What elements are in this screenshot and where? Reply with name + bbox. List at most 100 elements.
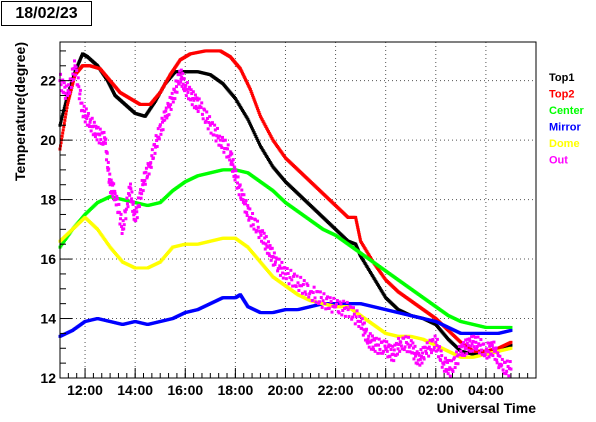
series-fill-point bbox=[255, 105, 259, 109]
series-fill-point bbox=[318, 290, 322, 294]
series-fill-point bbox=[182, 77, 186, 81]
data-point bbox=[509, 340, 513, 344]
series-fill-point bbox=[59, 141, 63, 145]
series-fill-point bbox=[477, 351, 481, 355]
series-fill-point bbox=[266, 128, 270, 132]
series-fill-point bbox=[196, 110, 200, 114]
series-fill-point bbox=[436, 348, 440, 352]
series-fill-point bbox=[271, 263, 275, 267]
series-fill-point bbox=[104, 137, 108, 141]
series-fill-point bbox=[148, 165, 152, 169]
series-fill-point bbox=[497, 366, 501, 370]
series-fill-point bbox=[488, 341, 492, 345]
series-fill-point bbox=[229, 150, 233, 154]
series-fill-point bbox=[129, 182, 133, 186]
series-fill-point bbox=[264, 242, 268, 246]
series-fill-point bbox=[84, 107, 88, 111]
series-fill-point bbox=[502, 371, 506, 375]
data-point bbox=[399, 340, 403, 344]
series-fill-point bbox=[249, 123, 253, 127]
series-fill-point bbox=[83, 109, 87, 113]
series-fill-point bbox=[114, 198, 118, 202]
series-fill-point bbox=[320, 305, 324, 309]
series-fill-point bbox=[61, 128, 65, 132]
series-fill-point bbox=[157, 137, 161, 141]
series-fill-point bbox=[63, 102, 67, 106]
series-fill-point bbox=[362, 321, 366, 325]
series-fill-point bbox=[443, 360, 447, 364]
series-fill-point bbox=[381, 351, 385, 355]
series-fill-point bbox=[472, 345, 476, 349]
data-point bbox=[434, 340, 438, 344]
series-fill-point bbox=[85, 116, 89, 120]
series-fill-point bbox=[387, 343, 391, 347]
series-fill-point bbox=[351, 306, 355, 310]
series-fill-point bbox=[250, 216, 254, 220]
series-fill-point bbox=[476, 335, 480, 339]
data-point bbox=[346, 308, 350, 312]
series-fill-point bbox=[307, 295, 311, 299]
series-fill-point bbox=[134, 219, 138, 223]
series-fill-point bbox=[176, 79, 180, 83]
series-fill-point bbox=[260, 118, 264, 122]
series-fill-point bbox=[363, 338, 367, 342]
series-fill-point bbox=[105, 158, 109, 162]
data-point bbox=[359, 320, 363, 324]
series-fill-point bbox=[261, 229, 265, 233]
series-fill-point bbox=[154, 134, 158, 138]
series-fill-point bbox=[127, 192, 131, 196]
data-point bbox=[509, 328, 513, 332]
series-fill-point bbox=[232, 169, 236, 173]
series-fill-point bbox=[414, 361, 418, 365]
data-point bbox=[283, 272, 287, 276]
series-fill-point bbox=[390, 358, 394, 362]
series-fill-point bbox=[435, 343, 439, 347]
series-fill-point bbox=[438, 345, 442, 349]
series-fill-point bbox=[460, 343, 464, 347]
series-fill-point bbox=[427, 354, 431, 358]
series-fill-point bbox=[471, 339, 475, 343]
series-fill-point bbox=[99, 138, 103, 142]
series-fill-point bbox=[178, 69, 182, 73]
series-fill-point bbox=[91, 133, 95, 137]
series-fill-point bbox=[201, 117, 205, 121]
series-fill-point bbox=[285, 267, 289, 271]
series-fill-point bbox=[272, 251, 276, 255]
series-fill-point bbox=[162, 110, 166, 114]
data-point bbox=[241, 198, 245, 202]
series-fill-point bbox=[419, 348, 423, 352]
series-fill-point bbox=[263, 123, 267, 127]
series-fill-point bbox=[490, 341, 494, 345]
series-fill-point bbox=[317, 300, 321, 304]
series-fill-point bbox=[61, 113, 65, 117]
series-fill-point bbox=[150, 148, 154, 152]
series-fill-point bbox=[180, 75, 184, 79]
series-fill-point bbox=[508, 360, 512, 364]
series-fill-point bbox=[187, 87, 191, 91]
series-fill-point bbox=[380, 340, 384, 344]
data-point bbox=[334, 305, 338, 309]
series-fill-point bbox=[243, 210, 247, 214]
series-fill-point bbox=[475, 347, 479, 351]
series-fill-point bbox=[367, 334, 371, 338]
series-fill-point bbox=[489, 352, 493, 356]
series-fill-point bbox=[490, 343, 494, 347]
series-fill-point bbox=[276, 267, 280, 271]
series-fill-point bbox=[494, 346, 498, 350]
series-fill-point bbox=[395, 342, 399, 346]
series-fill-point bbox=[446, 360, 450, 364]
series-fill-point bbox=[442, 362, 446, 366]
series-fill-point bbox=[180, 84, 184, 88]
series-fill-point bbox=[95, 138, 99, 142]
series-fill-point bbox=[183, 88, 187, 92]
series-fill-point bbox=[176, 73, 180, 77]
plot-series bbox=[58, 49, 513, 378]
series-fill-point bbox=[143, 178, 147, 182]
series-fill-point bbox=[264, 125, 268, 129]
series-fill-point bbox=[63, 118, 67, 122]
series-fill-point bbox=[60, 115, 64, 119]
series-fill-point bbox=[239, 196, 243, 200]
data-point bbox=[509, 367, 513, 371]
series-fill-point bbox=[164, 106, 168, 110]
series-fill-point bbox=[115, 194, 119, 198]
